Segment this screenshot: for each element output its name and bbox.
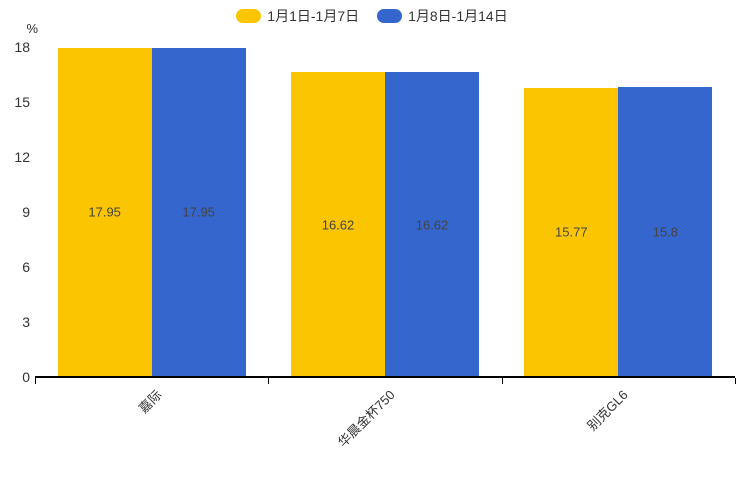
y-axis-tick-label: 3 xyxy=(22,314,30,330)
y-axis-tick-label: 12 xyxy=(14,149,30,165)
y-axis-tick-label: 0 xyxy=(22,369,30,385)
bar-series-1-华晨金杯750[interactable]: 16.62 xyxy=(291,72,385,377)
bar-value-label: 16.62 xyxy=(321,217,355,233)
legend-item-series-2[interactable]: 1月8日-1月14日 xyxy=(377,6,508,26)
bar-value-label: 15.77 xyxy=(555,224,588,240)
bar-value-label: 15.8 xyxy=(652,224,678,240)
bar-series-2-别克GL6[interactable]: 15.8 xyxy=(618,87,713,377)
chart-legend: 1月1日-1月7日 1月8日-1月14日 xyxy=(0,6,744,26)
x-axis-tick-mark xyxy=(501,378,503,384)
legend-label: 1月8日-1月14日 xyxy=(408,8,508,24)
y-axis-tick-label: 6 xyxy=(22,259,30,275)
x-axis-tick-mark xyxy=(268,378,270,384)
x-axis-label-华晨金杯750: 华晨金杯750 xyxy=(335,387,398,450)
x-axis-tick-mark xyxy=(735,378,736,384)
x-axis-label-别克GL6: 别克GL6 xyxy=(584,387,632,434)
y-axis-tick-label: 9 xyxy=(22,204,30,220)
legend-item-series-1[interactable]: 1月1日-1月7日 xyxy=(236,6,359,26)
bar-series-2-嘉际[interactable]: 17.95 xyxy=(151,47,246,377)
y-axis-tick-label: 18 xyxy=(14,39,30,55)
legend-swatch-icon xyxy=(377,9,403,23)
x-axis-tick-mark xyxy=(35,378,36,384)
x-axis-label-嘉际: 嘉际 xyxy=(135,387,165,417)
bar-series-2-华晨金杯750[interactable]: 16.62 xyxy=(385,72,479,377)
bar-value-label: 16.62 xyxy=(415,217,449,233)
bar-series-1-别克GL6[interactable]: 15.77 xyxy=(524,87,619,377)
bar-value-label: 17.95 xyxy=(182,204,215,220)
y-axis-tick-label: 15 xyxy=(14,94,30,110)
x-axis-line xyxy=(35,376,735,378)
bar-series-1-嘉际[interactable]: 17.95 xyxy=(57,47,152,377)
plot-area: 17.95 17.95 16.62 16.62 15.77 15.8 xyxy=(35,47,735,377)
y-axis-unit-label: % xyxy=(26,21,38,36)
bar-value-label: 17.95 xyxy=(88,204,121,220)
legend-swatch-icon xyxy=(236,9,262,23)
legend-label: 1月1日-1月7日 xyxy=(267,8,360,24)
